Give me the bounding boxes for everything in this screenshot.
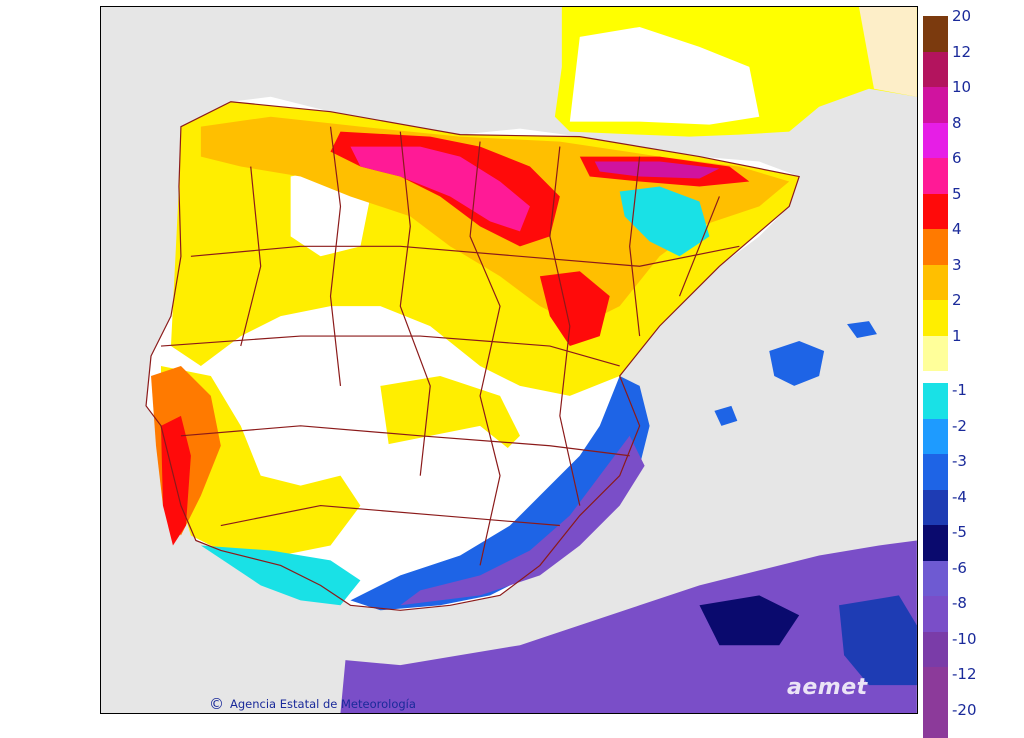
legend-swatch-pos-2	[923, 87, 948, 123]
legend-swatch-neg-4	[923, 525, 948, 561]
legend-label-pos-1: 12	[952, 45, 971, 60]
legend-label-neg-2: -3	[952, 454, 967, 469]
legend-label-neg-9: -20	[952, 703, 977, 718]
legend-swatch-neg-1	[923, 419, 948, 455]
legend-swatch-pos-0	[923, 16, 948, 52]
legend-swatch-neg-3	[923, 490, 948, 526]
legend-label-pos-5: 5	[952, 187, 962, 202]
legend-label-neg-4: -5	[952, 525, 967, 540]
legend-label-pos-0: 20	[952, 9, 971, 24]
legend-swatch-pos-7	[923, 265, 948, 301]
legend-label-pos-7: 3	[952, 258, 962, 273]
legend-label-pos-6: 4	[952, 222, 962, 237]
legend-label-pos-4: 6	[952, 151, 962, 166]
credit-text: Agencia Estatal de Meteorología	[230, 697, 416, 711]
legend-label-pos-8: 2	[952, 293, 962, 308]
legend-swatch-pos-9	[923, 336, 948, 372]
legend-label-neg-0: -1	[952, 383, 967, 398]
legend-label-pos-3: 8	[952, 116, 962, 131]
legend-swatch-pos-4	[923, 158, 948, 194]
legend-label-neg-7: -10	[952, 632, 977, 647]
legend-swatch-neg-8	[923, 667, 948, 703]
legend-label-neg-3: -4	[952, 490, 967, 505]
legend-swatch-neg-2	[923, 454, 948, 490]
legend-swatch-neg-9	[923, 703, 948, 738]
legend-swatch-pos-5	[923, 194, 948, 230]
aemet-logo: aemet	[787, 675, 868, 700]
legend-swatch-neg-5	[923, 561, 948, 597]
legend-label-neg-6: -8	[952, 596, 967, 611]
map-frame: © Agencia Estatal de Meteorología aemet	[100, 6, 918, 714]
legend-label-pos-9: 1	[952, 329, 962, 344]
anomaly-map	[101, 7, 917, 713]
legend-swatch-neg-7	[923, 632, 948, 668]
legend-label-neg-8: -12	[952, 667, 977, 682]
legend-swatch-pos-1	[923, 52, 948, 88]
legend-swatch-pos-8	[923, 300, 948, 336]
legend-swatch-neg-0	[923, 383, 948, 419]
copyright-symbol: ©	[209, 699, 224, 710]
legend-label-neg-1: -2	[952, 419, 967, 434]
legend-swatch-pos-6	[923, 229, 948, 265]
credit-label: © Agencia Estatal de Meteorología	[209, 697, 416, 711]
legend-label-neg-5: -6	[952, 561, 967, 576]
legend-label-pos-2: 10	[952, 80, 971, 95]
legend-swatch-neg-6	[923, 596, 948, 632]
legend-swatch-pos-3	[923, 123, 948, 159]
